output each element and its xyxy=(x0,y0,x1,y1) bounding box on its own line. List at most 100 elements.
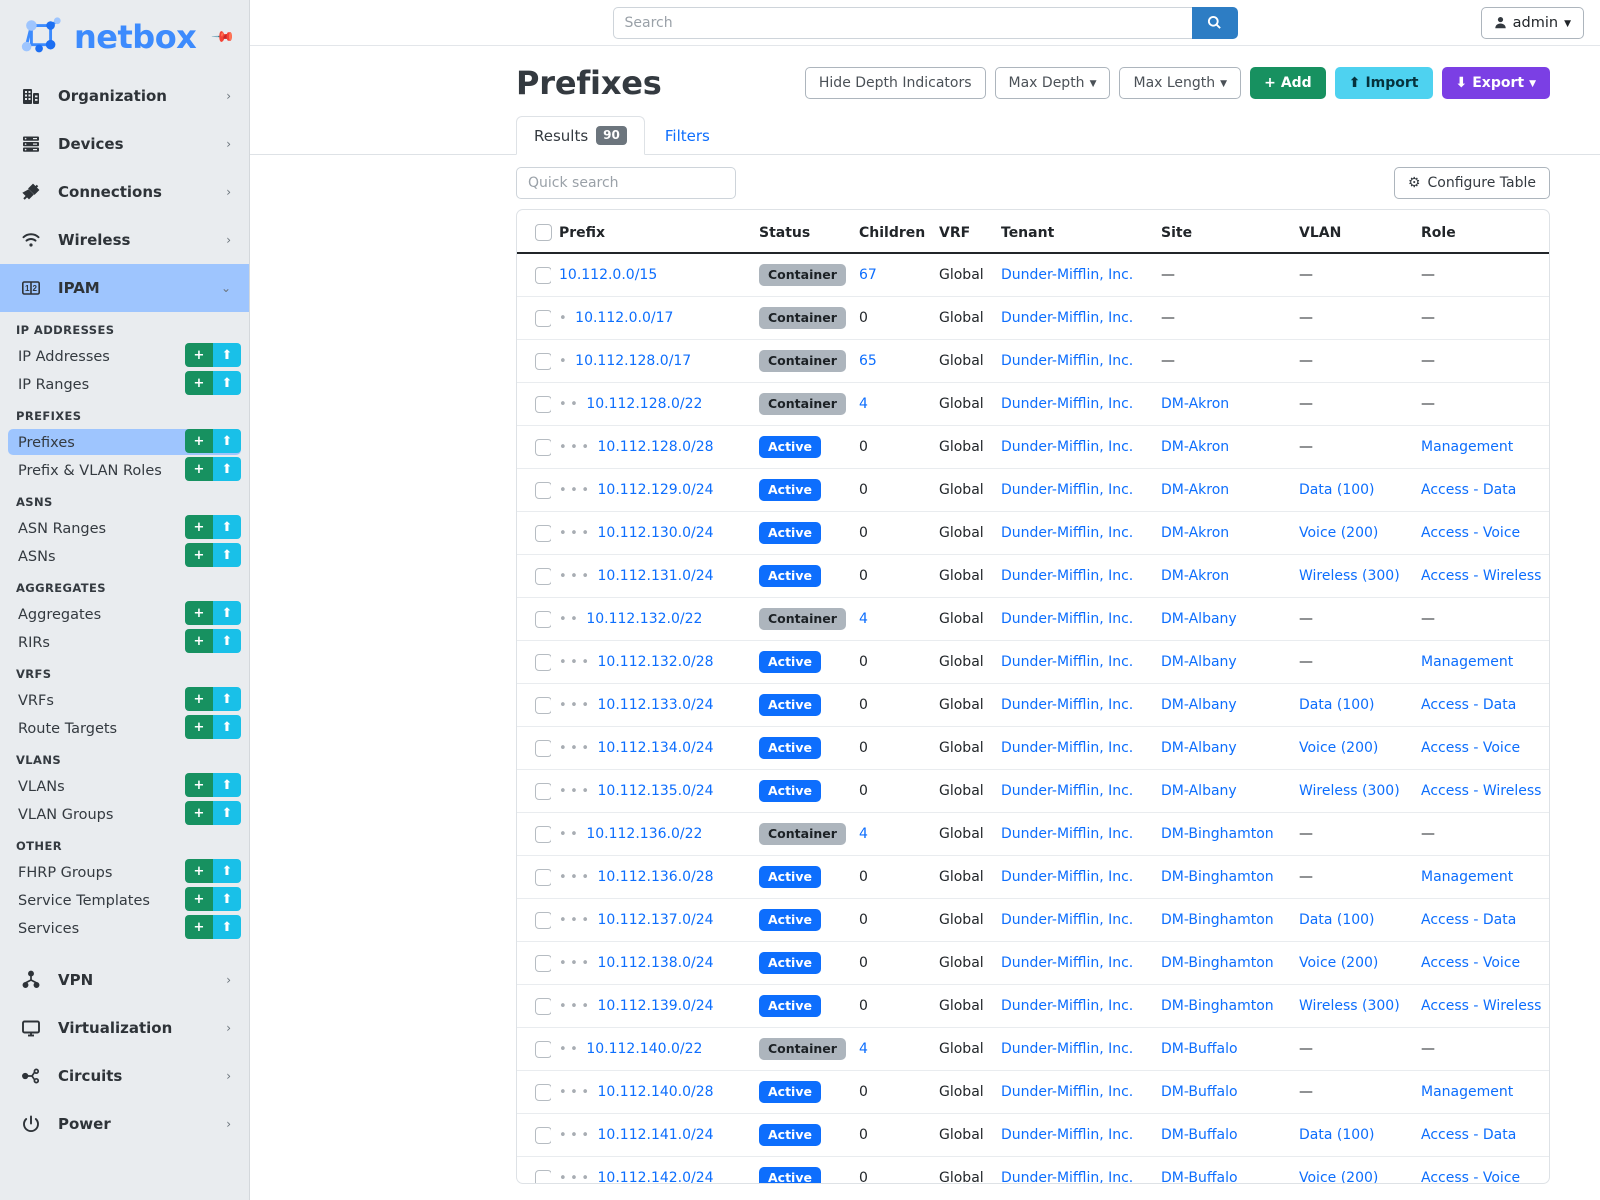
add-services-button[interactable]: + xyxy=(185,915,213,939)
table-row[interactable]: •• 10.112.128.0/22 Container 4 Global Dunder-… xyxy=(517,382,1549,426)
quick-search-input[interactable] xyxy=(516,167,736,199)
row-checkbox[interactable] xyxy=(535,567,551,585)
sidebar-link-prefix-vlan-roles[interactable]: Prefix & VLAN Roles xyxy=(18,463,162,479)
tenant-link[interactable]: Dunder-Mifflin, Inc. xyxy=(1001,1170,1134,1184)
import-asns-button[interactable]: ⬆ xyxy=(213,543,241,567)
table-row[interactable]: ••• 10.112.138.0/24 Active 0 Global Dunder-Mi… xyxy=(517,941,1549,985)
site-link[interactable]: DM-Binghamton xyxy=(1161,955,1274,971)
children-link[interactable]: 4 xyxy=(859,1041,868,1057)
row-checkbox[interactable] xyxy=(535,395,551,413)
site-link[interactable]: DM-Albany xyxy=(1161,611,1237,627)
table-row[interactable]: ••• 10.112.141.0/24 Active 0 Global Dunder-Mi… xyxy=(517,1113,1549,1157)
sidebar-link-service-templates[interactable]: Service Templates xyxy=(18,893,150,909)
sidebar-link-aggregates[interactable]: Aggregates xyxy=(18,607,102,623)
export-button[interactable]: ⬇ Export ▼ xyxy=(1441,67,1550,99)
site-link[interactable]: DM-Binghamton xyxy=(1161,869,1274,885)
role-link[interactable]: Access - Wireless xyxy=(1421,568,1542,584)
table-row[interactable]: ••• 10.112.131.0/24 Active 0 Global Dunder-Mi… xyxy=(517,554,1549,598)
site-link[interactable]: DM-Buffalo xyxy=(1161,1170,1238,1184)
prefix-link[interactable]: 10.112.141.0/24 xyxy=(597,1127,714,1143)
prefix-link[interactable]: 10.112.131.0/24 xyxy=(597,568,714,584)
sidebar-link-vlans[interactable]: VLANs xyxy=(18,779,65,795)
table-row[interactable]: •• 10.112.132.0/22 Container 4 Global Dunder-… xyxy=(517,597,1549,641)
table-row[interactable]: ••• 10.112.134.0/24 Active 0 Global Dunder-Mi… xyxy=(517,726,1549,770)
import-services-button[interactable]: ⬆ xyxy=(213,915,241,939)
column-header-prefix[interactable]: Prefix xyxy=(551,210,751,254)
add-ip-addresses-button[interactable]: + xyxy=(185,343,213,367)
sidebar-link-asns[interactable]: ASNs xyxy=(18,549,56,565)
prefix-link[interactable]: 10.112.136.0/28 xyxy=(597,869,714,885)
children-link[interactable]: 4 xyxy=(859,826,868,842)
sidebar-link-ip-ranges[interactable]: IP Ranges xyxy=(18,377,90,393)
prefix-link[interactable]: 10.112.137.0/24 xyxy=(597,912,714,928)
user-menu-button[interactable]: admin ▼ xyxy=(1480,6,1584,39)
site-link[interactable]: DM-Akron xyxy=(1161,396,1230,412)
row-checkbox[interactable] xyxy=(535,352,551,370)
add-service-templates-button[interactable]: + xyxy=(185,887,213,911)
vlan-link[interactable]: Data (100) xyxy=(1299,482,1375,498)
sidebar-group-ipam[interactable]: 1 2 IPAM ⌄ xyxy=(0,264,249,312)
add-prefixes-button[interactable]: + xyxy=(185,429,213,453)
import-service-templates-button[interactable]: ⬆ xyxy=(213,887,241,911)
import-button[interactable]: ⬆ Import xyxy=(1334,67,1433,99)
site-link[interactable]: DM-Akron xyxy=(1161,525,1230,541)
select-all-checkbox[interactable] xyxy=(535,224,552,241)
add-aggregates-button[interactable]: + xyxy=(185,601,213,625)
sidebar-group-connections[interactable]: Connections › xyxy=(0,168,249,216)
tab-filters[interactable]: Filters xyxy=(647,117,728,155)
tenant-link[interactable]: Dunder-Mifflin, Inc. xyxy=(1001,826,1134,842)
row-checkbox[interactable] xyxy=(535,696,551,714)
import-asn-ranges-button[interactable]: ⬆ xyxy=(213,515,241,539)
prefix-link[interactable]: 10.112.142.0/24 xyxy=(597,1170,714,1184)
add-ip-ranges-button[interactable]: + xyxy=(185,371,213,395)
row-checkbox[interactable] xyxy=(535,997,551,1015)
site-link[interactable]: DM-Akron xyxy=(1161,439,1230,455)
table-row[interactable]: • 10.112.128.0/17 Container 65 Global Dunder-… xyxy=(517,339,1549,383)
row-checkbox[interactable] xyxy=(535,524,551,542)
row-checkbox[interactable] xyxy=(535,911,551,929)
column-header-tenant[interactable]: Tenant xyxy=(993,210,1153,254)
add-fhrp-groups-button[interactable]: + xyxy=(185,859,213,883)
tenant-link[interactable]: Dunder-Mifflin, Inc. xyxy=(1001,353,1134,369)
row-checkbox[interactable] xyxy=(535,481,551,499)
row-checkbox[interactable] xyxy=(535,1126,551,1144)
sidebar-group-virtualization[interactable]: Virtualization › xyxy=(0,1004,249,1052)
prefix-link[interactable]: 10.112.140.0/28 xyxy=(597,1084,714,1100)
children-link[interactable]: 65 xyxy=(859,353,877,369)
add-vrfs-button[interactable]: + xyxy=(185,687,213,711)
role-link[interactable]: Access - Data xyxy=(1421,697,1517,713)
column-header-vrf[interactable]: VRF xyxy=(931,210,993,254)
import-vlans-button[interactable]: ⬆ xyxy=(213,773,241,797)
role-link[interactable]: Management xyxy=(1421,439,1514,455)
row-checkbox[interactable] xyxy=(535,825,551,843)
column-header-vlan[interactable]: VLAN xyxy=(1291,210,1413,254)
tenant-link[interactable]: Dunder-Mifflin, Inc. xyxy=(1001,869,1134,885)
sidebar-group-organization[interactable]: Organization › xyxy=(0,72,249,120)
search-button[interactable] xyxy=(1191,6,1238,39)
tenant-link[interactable]: Dunder-Mifflin, Inc. xyxy=(1001,439,1134,455)
children-link[interactable]: 4 xyxy=(859,396,868,412)
prefix-link[interactable]: 10.112.139.0/24 xyxy=(597,998,714,1014)
row-checkbox[interactable] xyxy=(535,1040,551,1058)
vlan-link[interactable]: Voice (200) xyxy=(1299,525,1379,541)
add-asn-ranges-button[interactable]: + xyxy=(185,515,213,539)
prefix-link[interactable]: 10.112.132.0/28 xyxy=(597,654,714,670)
add-route-targets-button[interactable]: + xyxy=(185,715,213,739)
add-rirs-button[interactable]: + xyxy=(185,629,213,653)
max-length-dropdown[interactable]: Max Length ▼ xyxy=(1119,67,1242,99)
table-row[interactable]: ••• 10.112.139.0/24 Active 0 Global Dunder-Mi… xyxy=(517,984,1549,1028)
row-checkbox[interactable] xyxy=(535,438,551,456)
sidebar-link-vrfs[interactable]: VRFs xyxy=(18,693,54,709)
prefix-link[interactable]: 10.112.133.0/24 xyxy=(597,697,714,713)
add-prefix-vlan-roles-button[interactable]: + xyxy=(185,457,213,481)
site-link[interactable]: DM-Binghamton xyxy=(1161,998,1274,1014)
role-link[interactable]: Access - Voice xyxy=(1421,1170,1521,1184)
site-link[interactable]: DM-Binghamton xyxy=(1161,826,1274,842)
table-row[interactable]: ••• 10.112.136.0/28 Active 0 Global Dunder-Mi… xyxy=(517,855,1549,899)
children-link[interactable]: 4 xyxy=(859,611,868,627)
site-link[interactable]: DM-Albany xyxy=(1161,654,1237,670)
vlan-link[interactable]: Wireless (300) xyxy=(1299,783,1400,799)
table-row[interactable]: ••• 10.112.128.0/28 Active 0 Global Dunder-Mi… xyxy=(517,425,1549,469)
site-link[interactable]: DM-Albany xyxy=(1161,740,1237,756)
role-link[interactable]: Access - Data xyxy=(1421,912,1517,928)
